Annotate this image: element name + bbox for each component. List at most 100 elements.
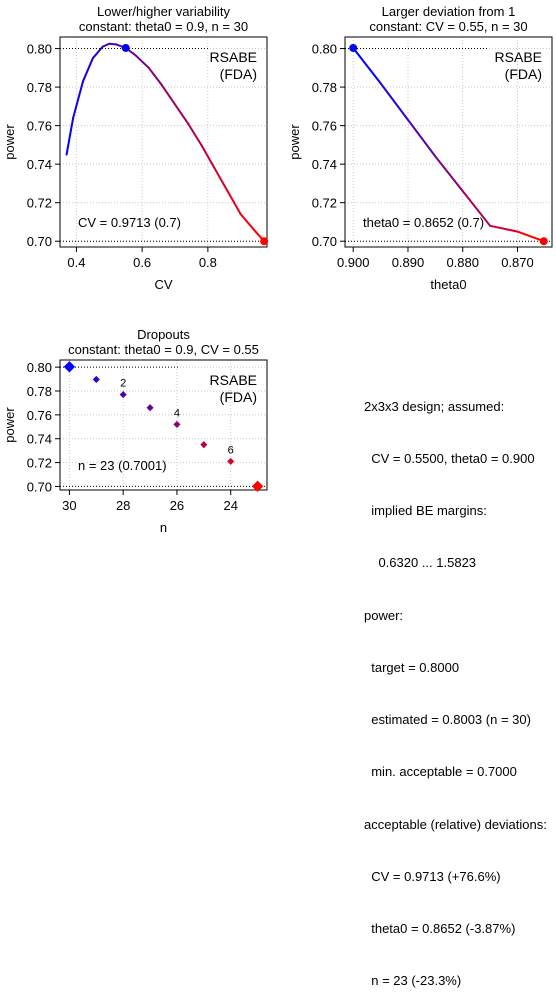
info-line: CV = 0.5500, theta0 = 0.900 — [364, 451, 535, 467]
end-point — [539, 237, 548, 246]
info-line: acceptable (relative) deviations: — [364, 816, 547, 832]
chart-subtitle: constant: theta0 = 0.9, n = 30 — [79, 19, 248, 34]
curve-segment — [147, 66, 163, 87]
curve-segment — [516, 230, 545, 243]
y-tick-label: 0.78 — [27, 80, 52, 95]
plot-frame — [59, 359, 268, 491]
point-label: 2 — [120, 378, 126, 390]
y-tick-label: 0.74 — [312, 157, 337, 172]
curve-segment — [91, 45, 104, 60]
y-axis-label: power — [287, 124, 302, 160]
info-panel: 2x3x3 design; assumed: CV = 0.5500, thet… — [364, 363, 547, 1007]
curve-segment — [226, 190, 242, 216]
end-point — [260, 237, 269, 246]
curve-segment — [379, 82, 409, 121]
info-line: estimated = 0.8003 (n = 30) — [364, 712, 531, 728]
y-tick-label: 0.76 — [27, 408, 52, 423]
x-axis-label: n — [160, 520, 167, 535]
info-line: 2x3x3 design; assumed: — [364, 398, 505, 414]
curve-segment — [72, 80, 84, 119]
curve-segment — [65, 116, 75, 156]
y-tick-label: 0.76 — [312, 119, 337, 134]
info-line: n = 23 (-23.3%) — [364, 973, 462, 989]
data-point — [146, 404, 154, 412]
data-point — [63, 361, 76, 373]
curve-segment — [200, 143, 216, 170]
data-point — [200, 441, 208, 449]
y-tick-label: 0.72 — [312, 196, 337, 211]
y-tick-label: 0.70 — [27, 479, 52, 494]
x-tick-label: 28 — [116, 498, 130, 513]
x-tick-label: 0.4 — [67, 255, 85, 270]
chart-title: Lower/higher variability — [97, 4, 230, 19]
x-tick-label: 24 — [223, 498, 237, 513]
data-point — [119, 391, 127, 399]
info-line: min. acceptable = 0.7000 — [364, 764, 517, 780]
y-tick-label: 0.70 — [312, 234, 337, 249]
info-line: target = 0.8000 — [364, 659, 460, 675]
x-tick-label: 0.880 — [446, 255, 479, 270]
point-label: 6 — [228, 444, 234, 456]
limit-annotation: n = 23 (0.7001) — [78, 458, 167, 473]
y-tick-label: 0.78 — [27, 384, 52, 399]
y-tick-label: 0.72 — [27, 456, 52, 471]
legend-method: RSABE — [210, 372, 257, 388]
y-axis-label: power — [2, 124, 17, 160]
legend-agency: (FDA) — [220, 66, 257, 82]
chart-subtitle: constant: CV = 0.55, n = 30 — [369, 19, 527, 34]
curve-segment — [187, 122, 203, 146]
curve-segment — [82, 57, 94, 83]
curve-segment — [134, 54, 150, 69]
data-point — [92, 375, 100, 383]
x-axis-label: CV — [154, 277, 172, 292]
y-tick-label: 0.72 — [27, 196, 52, 211]
y-tick-label: 0.80 — [312, 42, 337, 57]
plot-frame — [344, 36, 553, 248]
y-tick-label: 0.80 — [27, 360, 52, 375]
point-label: 4 — [174, 407, 180, 419]
chart-title: Dropouts — [137, 327, 190, 342]
legend-agency: (FDA) — [220, 389, 257, 405]
legend-method: RSABE — [495, 49, 542, 65]
x-tick-label: 0.900 — [337, 255, 370, 270]
chart-subtitle: constant: theta0 = 0.9, CV = 0.55 — [68, 342, 259, 357]
info-line: implied BE margins: — [364, 503, 487, 519]
legend-agency: (FDA) — [505, 66, 542, 82]
data-point — [251, 480, 264, 492]
plot-frame — [59, 36, 268, 248]
curve-segment — [160, 84, 176, 106]
start-point — [121, 43, 130, 52]
y-tick-label: 0.74 — [27, 157, 52, 172]
x-tick-label: 0.6 — [133, 255, 151, 270]
x-tick-label: 0.890 — [392, 255, 425, 270]
chart-title: Larger deviation from 1 — [382, 4, 516, 19]
data-point — [227, 457, 235, 465]
curve-segment — [434, 155, 464, 193]
curve-segment — [174, 103, 190, 125]
info-line: CV = 0.9713 (+76.6%) — [364, 868, 501, 884]
start-point — [349, 43, 358, 52]
y-tick-label: 0.76 — [27, 119, 52, 134]
y-tick-label: 0.70 — [27, 234, 52, 249]
y-tick-label: 0.80 — [27, 42, 52, 57]
x-axis-label: theta0 — [430, 277, 466, 292]
legend-method: RSABE — [210, 49, 257, 65]
curve-segment — [461, 190, 492, 227]
limit-annotation: theta0 = 0.8652 (0.7) — [363, 215, 484, 230]
x-tick-label: 0.8 — [199, 255, 217, 270]
curve-segment — [489, 224, 519, 233]
curve-segment — [239, 213, 255, 231]
x-tick-label: 0.870 — [501, 255, 534, 270]
y-axis-label: power — [2, 407, 17, 443]
data-point — [173, 420, 181, 428]
info-line: theta0 = 0.8652 (-3.87%) — [364, 921, 516, 936]
curve-segment — [108, 42, 117, 46]
info-line: 0.6320 ... 1.5823 — [364, 555, 477, 571]
curve-segment — [352, 46, 382, 85]
curve-segment — [101, 42, 111, 48]
curve-segment — [406, 118, 437, 158]
